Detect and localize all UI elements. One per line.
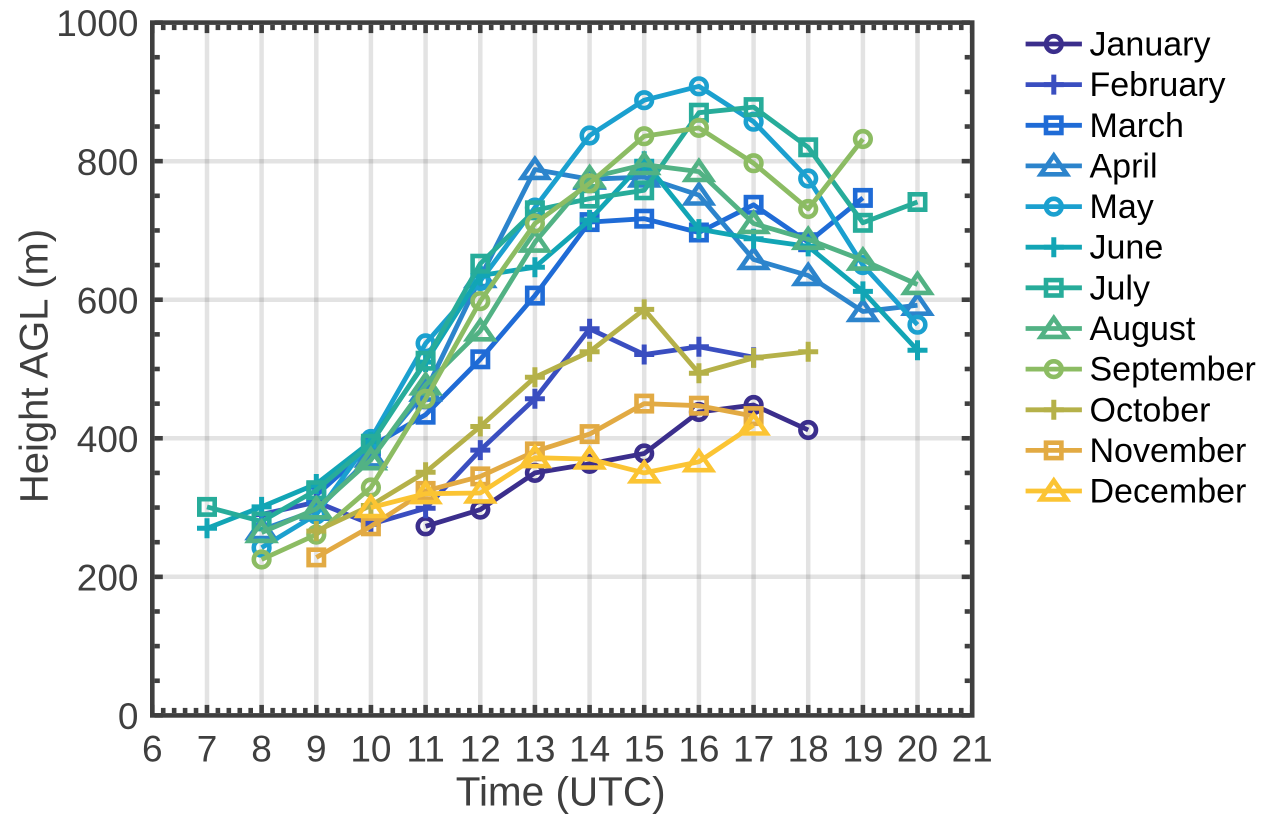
svg-text:17: 17 [733,728,774,769]
svg-text:10: 10 [350,728,391,769]
svg-text:July: July [1090,269,1150,307]
svg-text:February: February [1090,66,1226,104]
svg-text:800: 800 [77,142,139,183]
svg-text:October: October [1090,391,1211,429]
svg-text:April: April [1090,147,1158,185]
svg-text:September: September [1090,351,1256,389]
svg-text:21: 21 [952,728,993,769]
svg-text:11: 11 [406,728,444,769]
svg-text:20: 20 [897,728,938,769]
svg-text:June: June [1090,229,1164,267]
svg-text:18: 18 [788,728,829,769]
svg-text:0: 0 [118,696,139,737]
svg-text:Time (UTC): Time (UTC) [456,769,666,815]
svg-text:1000: 1000 [56,3,138,44]
svg-text:13: 13 [514,728,555,769]
svg-text:200: 200 [77,557,139,598]
svg-text:August: August [1090,310,1196,348]
svg-text:15: 15 [624,728,665,769]
svg-text:November: November [1090,432,1247,470]
svg-text:14: 14 [569,728,610,769]
svg-text:6: 6 [142,728,163,769]
svg-text:19: 19 [842,728,883,769]
svg-text:8: 8 [251,728,272,769]
svg-text:March: March [1090,107,1184,145]
svg-text:400: 400 [77,419,139,460]
svg-text:January: January [1090,26,1211,64]
svg-text:600: 600 [77,280,139,321]
svg-text:7: 7 [197,728,218,769]
svg-text:Height AGL (m): Height AGL (m) [13,229,57,503]
svg-text:16: 16 [678,728,719,769]
svg-text:12: 12 [460,728,501,769]
svg-text:9: 9 [306,728,327,769]
svg-text:December: December [1090,473,1247,511]
svg-text:May: May [1090,188,1154,226]
